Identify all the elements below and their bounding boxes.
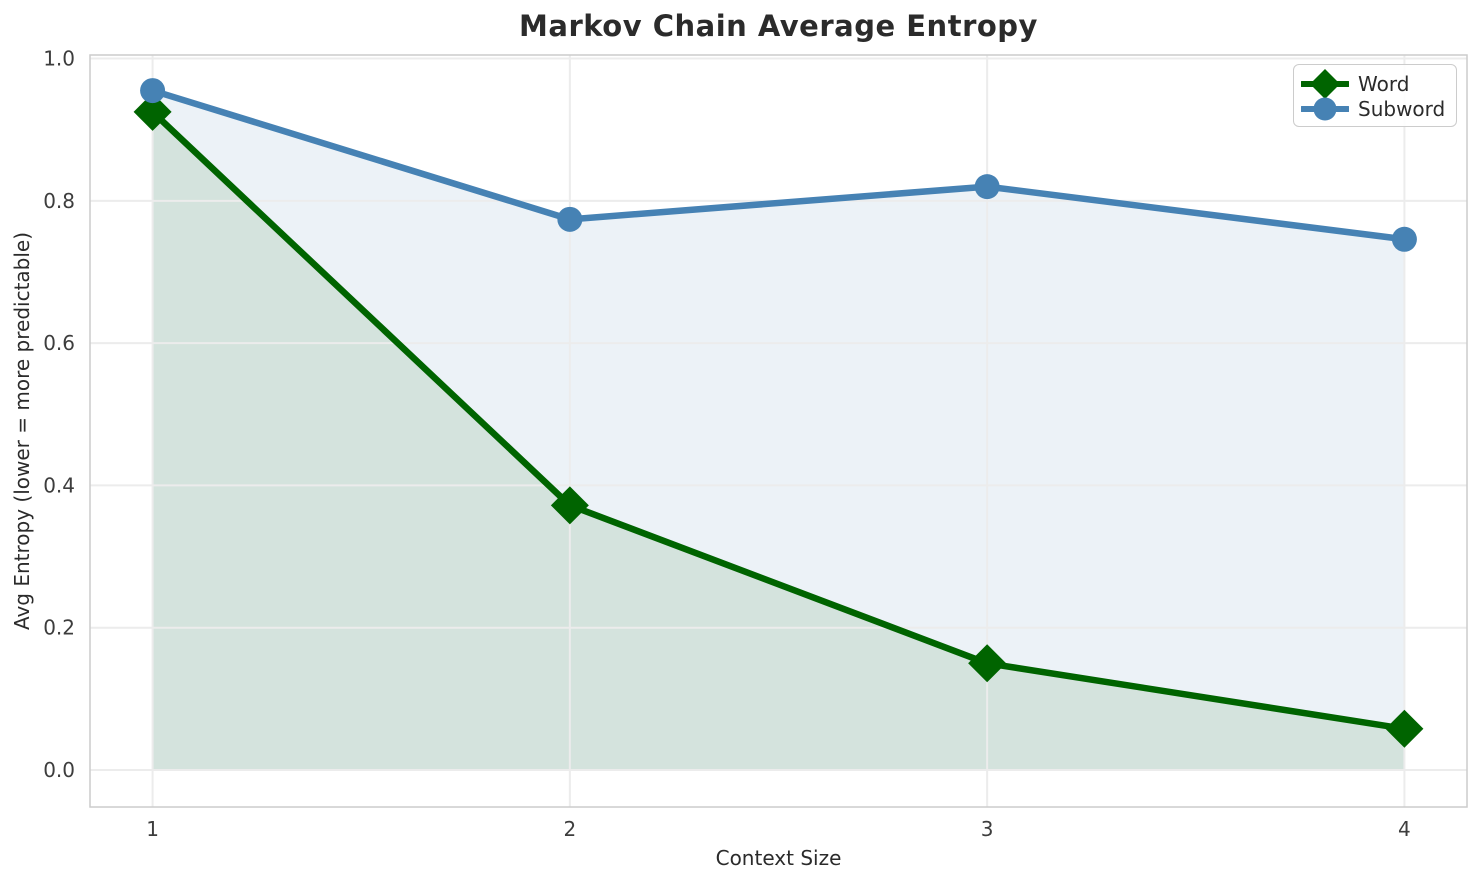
marker-diamond-word: [133, 92, 172, 131]
legend: Word Subword: [1293, 64, 1457, 127]
legend-item-subword: Subword: [1301, 96, 1448, 121]
legend-label-subword: Subword: [1358, 96, 1446, 121]
legend-item-word: Word: [1301, 68, 1448, 99]
marker-diamond-word: [968, 644, 1007, 683]
series-line-word: [149, 108, 1408, 732]
marker-circle-subword: [974, 174, 1000, 200]
marker-circle-subword: [140, 78, 166, 104]
word-diamond-icon: [1301, 68, 1349, 99]
chart-title: Markov Chain Average Entropy: [519, 9, 1038, 43]
x-tick-label: 4: [1398, 817, 1411, 841]
y-tick-label: 0.6: [43, 331, 75, 355]
x-tick-label: 3: [981, 817, 994, 841]
plot-border: [89, 54, 1468, 808]
y-tick-label: 0.4: [43, 473, 75, 497]
x-tick-label: 2: [563, 817, 576, 841]
x-axis-label: Context Size: [715, 846, 842, 870]
y-axis-label: Avg Entropy (lower = more predictable): [10, 231, 34, 631]
plot-background: [90, 55, 1467, 807]
subword-circle-icon: [1301, 97, 1349, 120]
y-tick-label: 0.8: [43, 189, 75, 213]
y-tick-label: 1.0: [43, 47, 75, 71]
x-tick-label: 1: [146, 817, 159, 841]
series-line-subword: [149, 87, 1408, 243]
marker-diamond-word: [1385, 709, 1424, 748]
legend-label-word: Word: [1358, 71, 1410, 96]
y-tick-label: 0.2: [43, 616, 75, 640]
marker-circle-subword: [557, 206, 583, 232]
area-fill-word: [152, 111, 1405, 771]
y-tick-label: 0.0: [43, 758, 75, 782]
marker-circle-subword: [1391, 226, 1417, 252]
marker-diamond-word: [550, 486, 589, 525]
area-fill-subword: [152, 90, 1405, 771]
